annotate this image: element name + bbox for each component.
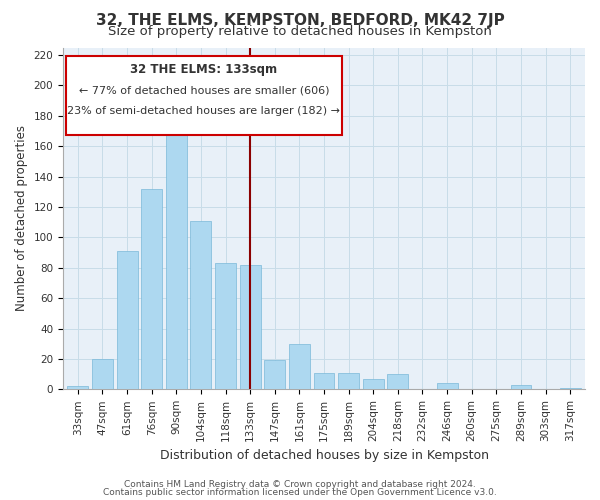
Bar: [116, 251, 137, 390]
Bar: [141, 189, 162, 390]
X-axis label: Distribution of detached houses by size in Kempston: Distribution of detached houses by size …: [160, 450, 488, 462]
Bar: [511, 385, 532, 390]
Y-axis label: Number of detached properties: Number of detached properties: [15, 126, 28, 312]
Bar: [67, 386, 88, 390]
Bar: [363, 378, 384, 390]
Bar: [265, 360, 285, 390]
Bar: [388, 374, 409, 390]
Text: Contains public sector information licensed under the Open Government Licence v3: Contains public sector information licen…: [103, 488, 497, 497]
Text: 23% of semi-detached houses are larger (182) →: 23% of semi-detached houses are larger (…: [67, 106, 340, 116]
Text: 32 THE ELMS: 133sqm: 32 THE ELMS: 133sqm: [130, 63, 278, 76]
Text: Size of property relative to detached houses in Kempston: Size of property relative to detached ho…: [108, 25, 492, 38]
Bar: [314, 372, 334, 390]
Text: Contains HM Land Registry data © Crown copyright and database right 2024.: Contains HM Land Registry data © Crown c…: [124, 480, 476, 489]
Bar: [215, 263, 236, 390]
Bar: [338, 372, 359, 390]
Bar: [437, 383, 458, 390]
FancyBboxPatch shape: [65, 56, 342, 134]
Bar: [560, 388, 581, 390]
Bar: [289, 344, 310, 390]
Text: 32, THE ELMS, KEMPSTON, BEDFORD, MK42 7JP: 32, THE ELMS, KEMPSTON, BEDFORD, MK42 7J…: [95, 12, 505, 28]
Text: ← 77% of detached houses are smaller (606): ← 77% of detached houses are smaller (60…: [79, 85, 329, 95]
Bar: [166, 131, 187, 390]
Bar: [92, 359, 113, 390]
Bar: [190, 220, 211, 390]
Bar: [239, 264, 260, 390]
